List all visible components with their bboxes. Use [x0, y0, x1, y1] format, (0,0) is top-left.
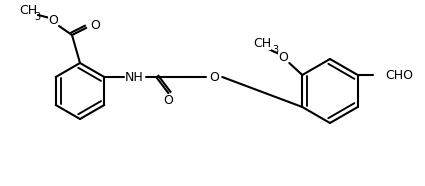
Text: O: O	[90, 18, 100, 31]
Text: NH: NH	[125, 70, 144, 84]
Text: CH: CH	[19, 4, 37, 17]
Text: O: O	[48, 14, 58, 26]
Text: O: O	[209, 70, 219, 84]
Text: CHO: CHO	[386, 68, 414, 81]
Text: O: O	[278, 51, 288, 63]
Text: CH: CH	[253, 36, 271, 49]
Text: O: O	[163, 94, 173, 107]
Text: 3: 3	[34, 12, 40, 22]
Text: 3: 3	[272, 45, 278, 55]
